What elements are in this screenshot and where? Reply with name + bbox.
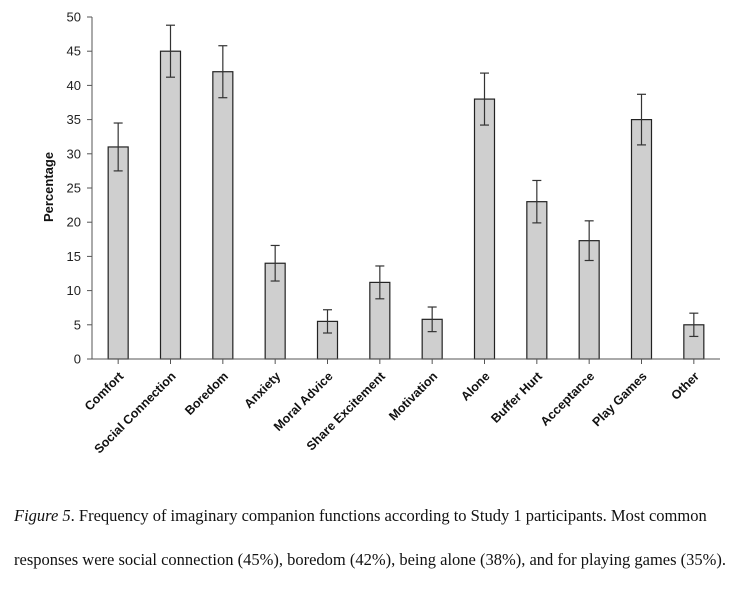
y-axis-ticks: 0 5 10 15 20 25 30 35 40 45 50 — [67, 10, 92, 367]
y-axis-title: Percentage — [41, 152, 56, 222]
y-tick-label: 35 — [67, 112, 81, 127]
y-tick-label: 45 — [67, 44, 81, 59]
figure-caption: Figure 5. Frequency of imaginary compani… — [14, 494, 742, 582]
category-label: Other — [668, 369, 702, 403]
category-label: Comfort — [82, 369, 127, 414]
error-bar — [532, 179, 542, 224]
y-tick-label: 30 — [67, 146, 81, 161]
y-tick-label: 25 — [67, 181, 81, 196]
y-tick-label: 50 — [67, 10, 81, 25]
y-tick-label: 20 — [67, 215, 81, 230]
y-tick-label: 15 — [67, 249, 81, 264]
error-bar — [689, 312, 699, 338]
category-label: Anxiety — [241, 369, 283, 411]
y-tick-label: 40 — [67, 78, 81, 93]
bars — [107, 50, 705, 360]
category-label: Play Games — [590, 369, 650, 429]
error-bar — [480, 72, 489, 126]
category-label: Acceptance — [538, 369, 598, 429]
y-tick-label: 0 — [74, 352, 81, 367]
error-bars — [113, 24, 699, 338]
error-bar — [166, 24, 175, 78]
bar — [473, 98, 496, 360]
y-tick-label: 5 — [74, 317, 81, 332]
error-bar — [375, 265, 385, 300]
error-bar — [113, 122, 123, 172]
category-label: Buffer Hurt — [488, 369, 545, 426]
bar — [526, 201, 548, 360]
category-label: Motivation — [386, 369, 440, 423]
error-bar — [427, 306, 437, 333]
bar — [630, 118, 653, 360]
error-bar — [218, 45, 228, 99]
error-bar — [270, 244, 280, 282]
error-bar — [323, 309, 332, 334]
caption-text: . Frequency of imaginary companion funct… — [14, 506, 727, 569]
category-label: Alone — [458, 369, 492, 403]
bar — [107, 146, 129, 360]
y-tick-label: 10 — [67, 283, 81, 298]
category-label: Boredom — [182, 369, 231, 418]
bar — [159, 50, 182, 360]
bar — [212, 71, 234, 360]
error-bar — [637, 93, 646, 146]
figure-label: Figure 5 — [14, 506, 71, 525]
error-bar — [584, 220, 594, 262]
